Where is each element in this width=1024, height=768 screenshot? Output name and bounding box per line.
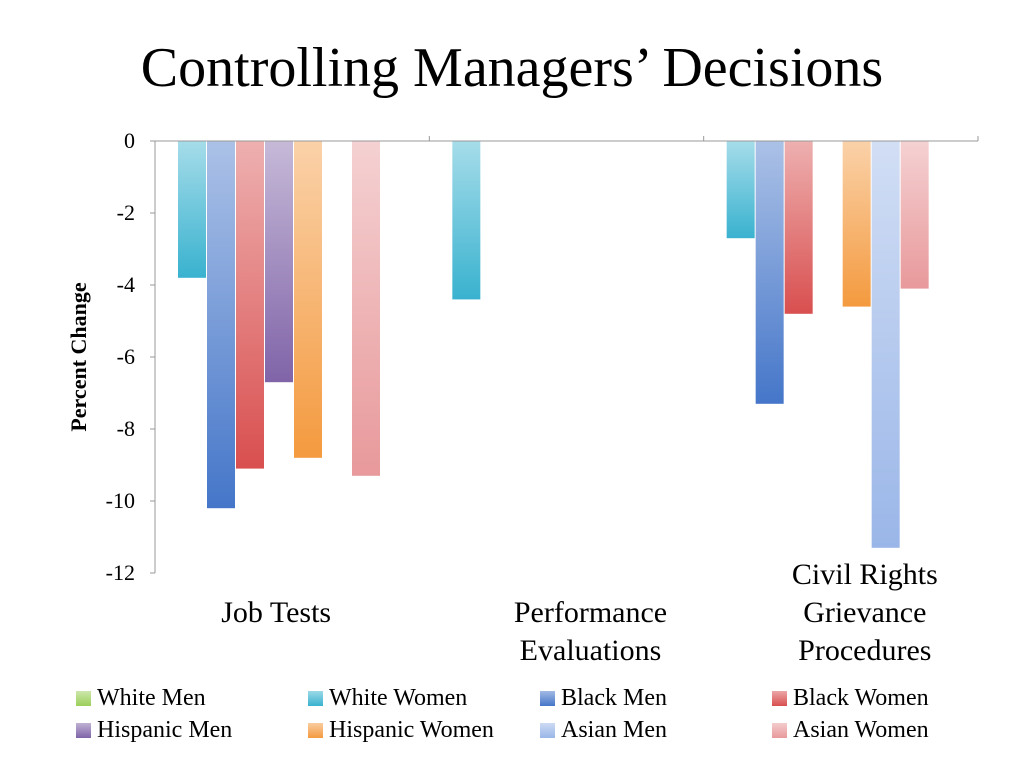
legend-swatch [308,690,323,706]
y-tick-label: 0 [124,128,135,153]
legend-swatch [772,690,787,706]
bar-black-women [784,141,813,314]
legend-item: Black Men [540,684,772,712]
y-tick-label: -4 [117,272,135,297]
bar-hispanic-women [842,141,871,307]
bar-white-women [726,141,755,239]
y-tick-label: -10 [106,488,135,513]
legend-swatch [76,690,91,706]
bar-asian-women [900,141,929,289]
bar-chart: 0 -2 -4 -6 -8 -10 -12 Percent Change Job Tests Pe… [66,128,979,667]
bar-white-women [452,141,481,300]
bar-black-men [755,141,784,404]
legend-label: Black Men [561,685,667,711]
legend-label: White Men [97,685,206,711]
category-label: Performance [514,596,667,629]
y-tick-label: -12 [106,560,135,585]
legend-swatch [540,690,555,706]
legend-swatch [772,722,787,738]
category-label: Grievance [803,596,926,629]
legend-item: Asian Women [772,716,1004,744]
legend-item: White Men [76,684,308,712]
bar-hispanic-women [294,141,322,458]
bar-white-women [178,141,206,278]
y-axis-title: Percent Change [66,282,91,432]
bar-asian-men [871,141,900,548]
bar-black-women [236,141,264,469]
legend-swatch [540,722,555,738]
legend-label: Hispanic Women [329,717,494,743]
legend-swatch [76,722,91,738]
y-tick-label: -2 [117,200,135,225]
category-label: Procedures [798,634,931,667]
legend-item: Hispanic Women [308,716,540,744]
legend-item: White Women [308,684,540,712]
legend-label: Asian Women [793,717,929,743]
bar-asian-women [352,141,380,476]
y-tick-label: -6 [117,344,135,369]
category-label: Civil Rights [792,558,938,591]
legend-item: Hispanic Men [76,716,308,744]
category-label: Job Tests [221,596,331,629]
bar-hispanic-men [265,141,293,383]
legend-swatch [308,722,323,738]
bar-black-men [207,141,235,509]
legend-label: Asian Men [561,717,667,743]
y-tick-label: -8 [117,416,135,441]
legend-label: Hispanic Men [97,717,233,743]
chart-legend: White Men White Women Black Men Black Wo… [76,684,1006,744]
legend-label: Black Women [793,685,929,711]
legend-item: Asian Men [540,716,772,744]
slide-title: Controlling Managers’ Decisions [140,37,884,99]
legend-label: White Women [329,685,468,711]
category-label: Evaluations [520,634,662,667]
legend-item: Black Women [772,684,1004,712]
